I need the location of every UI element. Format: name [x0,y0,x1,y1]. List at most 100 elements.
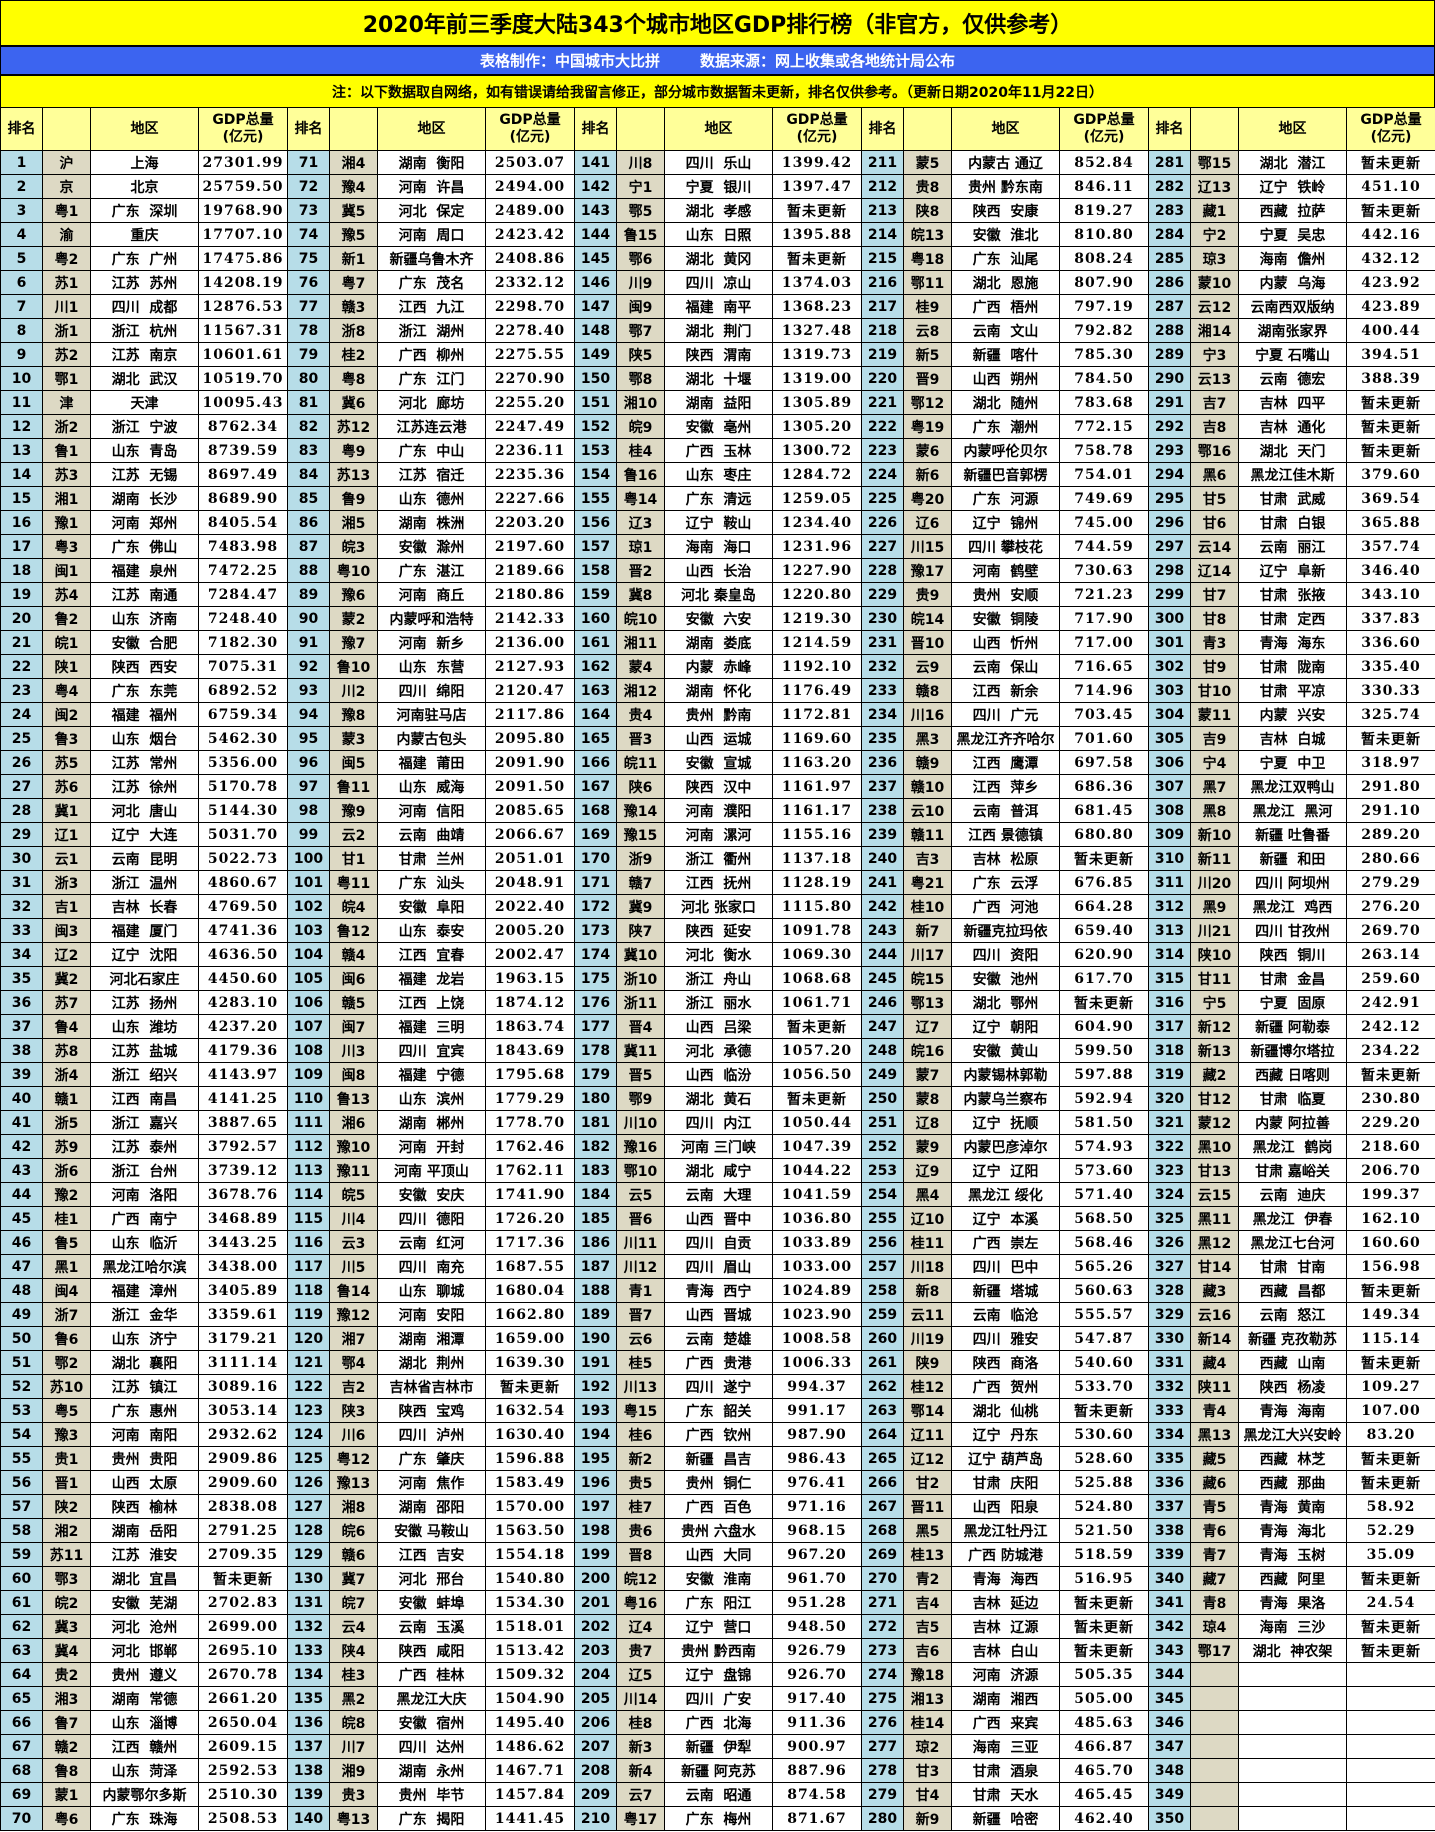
region-cell: 河南 新乡 [378,631,486,655]
region-cell: 黑龙江大庆 [378,1687,486,1711]
rank-cell: 346 [1149,1711,1191,1735]
gdp-cell: 900.97 [773,1735,862,1759]
province-code-cell: 赣4 [330,943,378,967]
province-code-cell: 桂4 [617,439,665,463]
region-cell: 湖北 十堰 [665,367,773,391]
province-code-cell: 云13 [1191,367,1239,391]
province-code-cell: 新14 [1191,1327,1239,1351]
rank-cell: 69 [1,1783,43,1807]
region-cell: 广西 百色 [665,1495,773,1519]
region-cell: 云南 保山 [952,655,1060,679]
gdp-cell: 620.90 [1060,943,1149,967]
province-code-cell: 冀11 [617,1039,665,1063]
province-code-cell: 湘5 [330,511,378,535]
gdp-cell: 819.27 [1060,199,1149,223]
gdp-cell: 12876.53 [199,295,288,319]
gdp-cell: 3739.12 [199,1159,288,1183]
rank-cell: 297 [1149,535,1191,559]
gdp-cell: 8689.90 [199,487,288,511]
region-cell: 河北 廊坊 [378,391,486,415]
region-cell: 安徽 宣城 [665,751,773,775]
rank-cell: 197 [575,1495,617,1519]
gdp-cell: 3405.89 [199,1279,288,1303]
region-cell: 辽宁 辽阳 [952,1159,1060,1183]
gdp-cell: 2670.78 [199,1663,288,1687]
gdp-cell: 暂未更新 [1347,1351,1435,1375]
region-cell: 广西 河池 [952,895,1060,919]
gdp-cell: 1563.50 [486,1519,575,1543]
rank-cell: 17 [1,535,43,559]
gdp-cell: 1155.16 [773,823,862,847]
rank-cell: 78 [288,319,330,343]
gdp-cell: 230.80 [1347,1087,1435,1111]
rank-cell: 48 [1,1279,43,1303]
region-cell: 广东 韶关 [665,1399,773,1423]
region-cell: 青海 海东 [1239,631,1347,655]
gdp-cell: 680.80 [1060,823,1149,847]
rank-cell: 40 [1,1087,43,1111]
province-code-cell: 藏7 [1191,1567,1239,1591]
region-cell: 陕西 铜川 [1239,943,1347,967]
gdp-cell: 2227.66 [486,487,575,511]
province-code-cell: 蒙5 [904,151,952,175]
province-code-cell: 辽12 [904,1447,952,1471]
region-cell: 陕西 西安 [91,655,199,679]
province-code-cell: 云3 [330,1231,378,1255]
gdp-cell: 597.88 [1060,1063,1149,1087]
rank-cell: 179 [575,1063,617,1087]
region-cell: 内蒙 兴安 [1239,703,1347,727]
province-code-cell: 豫5 [330,223,378,247]
rank-cell: 80 [288,367,330,391]
rank-cell: 323 [1149,1159,1191,1183]
rank-cell: 321 [1149,1111,1191,1135]
rank-cell: 243 [862,919,904,943]
rank-cell: 56 [1,1471,43,1495]
rank-cell: 210 [575,1807,617,1831]
region-cell: 江西 九江 [378,295,486,319]
gdp-cell: 1717.36 [486,1231,575,1255]
province-code-cell: 蒙7 [904,1063,952,1087]
province-code-cell: 川5 [330,1255,378,1279]
rank-cell: 54 [1,1423,43,1447]
gdp-cell: 3438.00 [199,1255,288,1279]
region-cell: 湖南 益阳 [665,391,773,415]
province-code-cell: 黑3 [904,727,952,751]
rank-cell: 295 [1149,487,1191,511]
region-cell: 浙江 湖州 [378,319,486,343]
rank-cell: 171 [575,871,617,895]
rank-cell: 182 [575,1135,617,1159]
gdp-cell: 19768.90 [199,199,288,223]
province-code-cell: 青3 [1191,631,1239,655]
region-cell [1239,1687,1347,1711]
gdp-cell: 2066.67 [486,823,575,847]
rank-cell: 292 [1149,415,1191,439]
province-code-cell: 甘10 [1191,679,1239,703]
gdp-cell: 1687.55 [486,1255,575,1279]
rank-cell: 339 [1149,1543,1191,1567]
gdp-cell: 24.54 [1347,1591,1435,1615]
gdp-cell: 540.60 [1060,1351,1149,1375]
province-code-cell [1191,1783,1239,1807]
province-code-cell: 陕10 [1191,943,1239,967]
region-cell: 四川 宜宾 [378,1039,486,1063]
rank-cell: 329 [1149,1303,1191,1327]
region-cell: 安徽 芜湖 [91,1591,199,1615]
region-cell: 广东 东莞 [91,679,199,703]
region-cell: 河北 衡水 [665,943,773,967]
province-code-cell: 粤4 [43,679,91,703]
rank-cell: 74 [288,223,330,247]
gdp-cell: 3792.57 [199,1135,288,1159]
gdp-cell: 暂未更新 [486,1375,575,1399]
region-cell: 云南 昭通 [665,1783,773,1807]
province-code-cell: 苏9 [43,1135,91,1159]
gdp-cell: 8405.54 [199,511,288,535]
province-code-cell: 宁1 [617,175,665,199]
region-cell: 海南 海口 [665,535,773,559]
rank-cell: 14 [1,463,43,487]
rank-cell: 85 [288,487,330,511]
gdp-cell: 1795.68 [486,1063,575,1087]
gdp-cell: 1214.59 [773,631,862,655]
region-cell: 河南 信阳 [378,799,486,823]
gdp-cell: 暂未更新 [1060,1615,1149,1639]
rank-cell: 57 [1,1495,43,1519]
